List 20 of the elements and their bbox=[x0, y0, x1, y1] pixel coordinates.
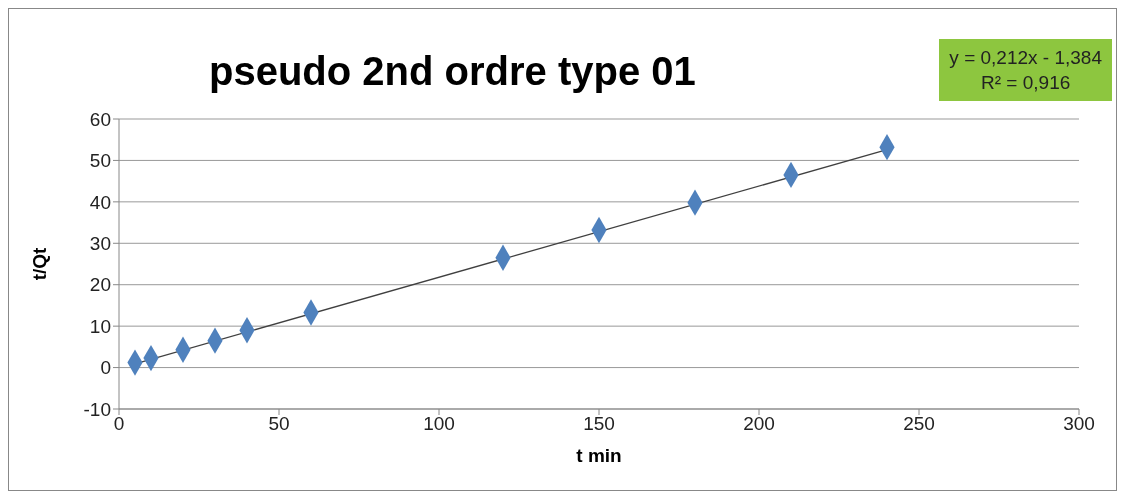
text: y = 0,212x - 1,384 bbox=[949, 46, 1102, 70]
x-tick-label: 50 bbox=[268, 413, 290, 435]
x-tick-label: 0 bbox=[113, 413, 125, 435]
y-tick-label: 60 bbox=[89, 108, 111, 130]
y-tick-label: 20 bbox=[89, 274, 111, 296]
y-tick-label: 40 bbox=[89, 191, 111, 213]
y-tick-label: 50 bbox=[89, 150, 111, 172]
text: R² = 0,916 bbox=[980, 71, 1072, 95]
y-tick-label: -10 bbox=[83, 398, 111, 420]
x-tick-label: 300 bbox=[1063, 413, 1095, 435]
y-tick-label: 10 bbox=[89, 315, 111, 337]
chart-title: pseudo 2nd ordre type 01 bbox=[209, 49, 696, 94]
x-tick-label: 250 bbox=[903, 413, 935, 435]
y-tick-label: 0 bbox=[100, 357, 111, 379]
y-tick-label: 30 bbox=[89, 233, 111, 255]
x-axis-title: t min bbox=[576, 445, 622, 466]
x-tick-label: 200 bbox=[743, 413, 775, 435]
x-tick-label: 100 bbox=[423, 413, 455, 435]
y-axis-title: t/Qt bbox=[28, 246, 50, 281]
x-tick-label: 150 bbox=[583, 413, 615, 435]
